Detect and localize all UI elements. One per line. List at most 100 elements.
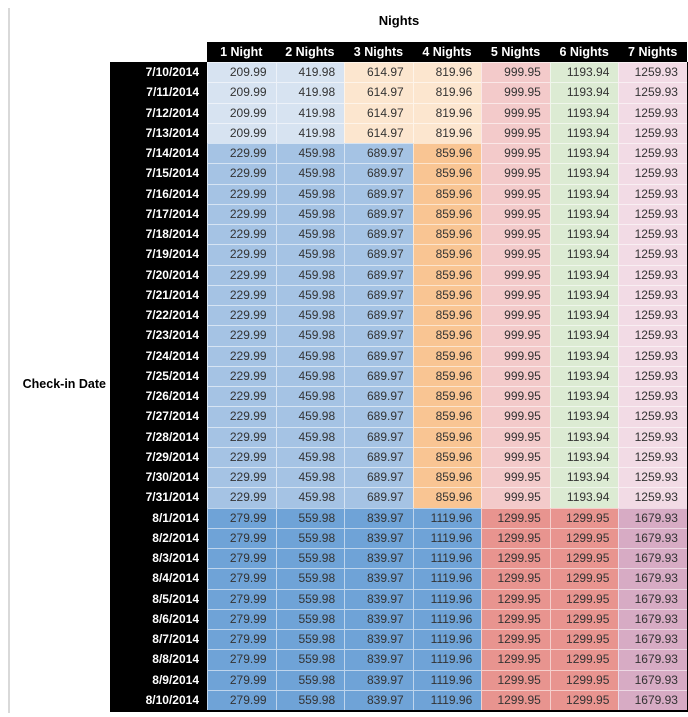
price-cell[interactable]: 1299.95 bbox=[549, 608, 619, 629]
price-cell[interactable]: 689.97 bbox=[344, 406, 413, 427]
price-cell[interactable]: 689.97 bbox=[344, 365, 413, 386]
price-cell[interactable]: 839.97 bbox=[344, 629, 413, 650]
price-cell[interactable]: 1299.95 bbox=[481, 649, 550, 670]
price-cell[interactable]: 1193.94 bbox=[549, 264, 619, 285]
price-cell[interactable]: 999.95 bbox=[481, 102, 550, 123]
column-header[interactable]: 6 Nights bbox=[559, 45, 609, 59]
date-cell[interactable]: 7/18/2014 bbox=[110, 224, 207, 245]
price-cell[interactable]: 1259.93 bbox=[618, 284, 687, 305]
price-cell[interactable]: 1259.93 bbox=[618, 203, 687, 224]
price-cell[interactable]: 1259.93 bbox=[618, 365, 687, 386]
price-cell[interactable]: 1193.94 bbox=[549, 284, 619, 305]
price-cell[interactable]: 1193.94 bbox=[549, 406, 619, 427]
price-cell[interactable]: 1299.95 bbox=[481, 629, 550, 650]
price-cell[interactable]: 689.97 bbox=[344, 325, 413, 346]
date-cell[interactable]: 7/23/2014 bbox=[110, 325, 207, 346]
price-cell[interactable]: 689.97 bbox=[344, 386, 413, 407]
price-cell[interactable]: 229.99 bbox=[207, 426, 276, 447]
price-cell[interactable]: 859.96 bbox=[412, 365, 482, 386]
price-cell[interactable]: 209.99 bbox=[207, 102, 276, 123]
date-cell[interactable]: 7/30/2014 bbox=[110, 467, 207, 488]
date-cell[interactable]: 7/13/2014 bbox=[110, 122, 207, 143]
price-cell[interactable]: 1193.94 bbox=[549, 244, 619, 265]
price-cell[interactable]: 1299.95 bbox=[549, 507, 619, 528]
price-cell[interactable]: 859.96 bbox=[412, 305, 482, 326]
price-cell[interactable]: 1299.95 bbox=[549, 588, 619, 609]
price-cell[interactable]: 999.95 bbox=[481, 386, 550, 407]
price-cell[interactable]: 1119.96 bbox=[412, 548, 482, 569]
price-cell[interactable]: 1679.93 bbox=[618, 527, 687, 548]
price-cell[interactable]: 1259.93 bbox=[618, 82, 687, 103]
price-cell[interactable]: 1259.93 bbox=[618, 264, 687, 285]
price-cell[interactable]: 999.95 bbox=[481, 82, 550, 103]
price-cell[interactable]: 559.98 bbox=[275, 629, 345, 650]
price-cell[interactable]: 1119.96 bbox=[412, 507, 482, 528]
price-cell[interactable]: 279.99 bbox=[207, 527, 276, 548]
price-cell[interactable]: 229.99 bbox=[207, 305, 276, 326]
price-cell[interactable]: 1259.93 bbox=[618, 183, 687, 204]
price-cell[interactable]: 1193.94 bbox=[549, 203, 619, 224]
price-cell[interactable]: 1259.93 bbox=[618, 467, 687, 488]
column-header[interactable]: 1 Night bbox=[220, 45, 263, 59]
price-cell[interactable]: 689.97 bbox=[344, 467, 413, 488]
price-cell[interactable]: 999.95 bbox=[481, 203, 550, 224]
price-cell[interactable]: 999.95 bbox=[481, 305, 550, 326]
price-cell[interactable]: 859.96 bbox=[412, 467, 482, 488]
date-cell[interactable]: 7/11/2014 bbox=[110, 82, 207, 103]
price-cell[interactable]: 1193.94 bbox=[549, 62, 619, 83]
price-cell[interactable]: 459.98 bbox=[275, 325, 345, 346]
price-cell[interactable]: 689.97 bbox=[344, 264, 413, 285]
price-cell[interactable]: 419.98 bbox=[275, 122, 345, 143]
price-cell[interactable]: 1193.94 bbox=[549, 487, 619, 508]
price-cell[interactable]: 1193.94 bbox=[549, 224, 619, 245]
price-cell[interactable]: 279.99 bbox=[207, 629, 276, 650]
price-cell[interactable]: 819.96 bbox=[412, 102, 482, 123]
price-cell[interactable]: 859.96 bbox=[412, 143, 482, 164]
price-cell[interactable]: 1193.94 bbox=[549, 345, 619, 366]
price-cell[interactable]: 1193.94 bbox=[549, 426, 619, 447]
price-cell[interactable]: 819.96 bbox=[412, 62, 482, 83]
price-cell[interactable]: 229.99 bbox=[207, 467, 276, 488]
price-cell[interactable]: 689.97 bbox=[344, 143, 413, 164]
price-cell[interactable]: 859.96 bbox=[412, 203, 482, 224]
price-cell[interactable]: 229.99 bbox=[207, 325, 276, 346]
column-header[interactable]: 4 Nights bbox=[422, 45, 472, 59]
price-cell[interactable]: 279.99 bbox=[207, 568, 276, 589]
price-cell[interactable]: 859.96 bbox=[412, 446, 482, 467]
price-cell[interactable]: 999.95 bbox=[481, 426, 550, 447]
price-cell[interactable]: 859.96 bbox=[412, 163, 482, 184]
price-cell[interactable]: 859.96 bbox=[412, 183, 482, 204]
price-cell[interactable]: 859.96 bbox=[412, 284, 482, 305]
date-cell[interactable]: 7/19/2014 bbox=[110, 244, 207, 265]
date-cell[interactable]: 7/24/2014 bbox=[110, 345, 207, 366]
price-cell[interactable]: 689.97 bbox=[344, 284, 413, 305]
price-cell[interactable]: 1193.94 bbox=[549, 305, 619, 326]
price-cell[interactable]: 1299.95 bbox=[481, 669, 550, 690]
price-cell[interactable]: 459.98 bbox=[275, 163, 345, 184]
price-cell[interactable]: 279.99 bbox=[207, 608, 276, 629]
price-cell[interactable]: 999.95 bbox=[481, 163, 550, 184]
price-cell[interactable]: 1193.94 bbox=[549, 143, 619, 164]
price-cell[interactable]: 279.99 bbox=[207, 669, 276, 690]
price-cell[interactable]: 859.96 bbox=[412, 426, 482, 447]
price-cell[interactable]: 1259.93 bbox=[618, 163, 687, 184]
price-cell[interactable]: 559.98 bbox=[275, 527, 345, 548]
column-header[interactable]: 3 Nights bbox=[353, 45, 404, 59]
price-cell[interactable]: 229.99 bbox=[207, 345, 276, 366]
price-cell[interactable]: 1119.96 bbox=[412, 527, 482, 548]
price-cell[interactable]: 839.97 bbox=[344, 608, 413, 629]
price-cell[interactable]: 999.95 bbox=[481, 467, 550, 488]
price-cell[interactable]: 859.96 bbox=[412, 487, 482, 508]
price-cell[interactable]: 229.99 bbox=[207, 224, 276, 245]
price-cell[interactable]: 1259.93 bbox=[618, 386, 687, 407]
date-cell[interactable]: 7/21/2014 bbox=[110, 284, 207, 305]
price-cell[interactable]: 689.97 bbox=[344, 183, 413, 204]
price-cell[interactable]: 839.97 bbox=[344, 568, 413, 589]
price-cell[interactable]: 1119.96 bbox=[412, 629, 482, 650]
price-cell[interactable]: 229.99 bbox=[207, 284, 276, 305]
column-header[interactable]: 7 Nights bbox=[628, 45, 678, 59]
price-cell[interactable]: 1193.94 bbox=[549, 82, 619, 103]
price-cell[interactable]: 459.98 bbox=[275, 365, 345, 386]
price-cell[interactable]: 859.96 bbox=[412, 325, 482, 346]
price-cell[interactable]: 229.99 bbox=[207, 143, 276, 164]
